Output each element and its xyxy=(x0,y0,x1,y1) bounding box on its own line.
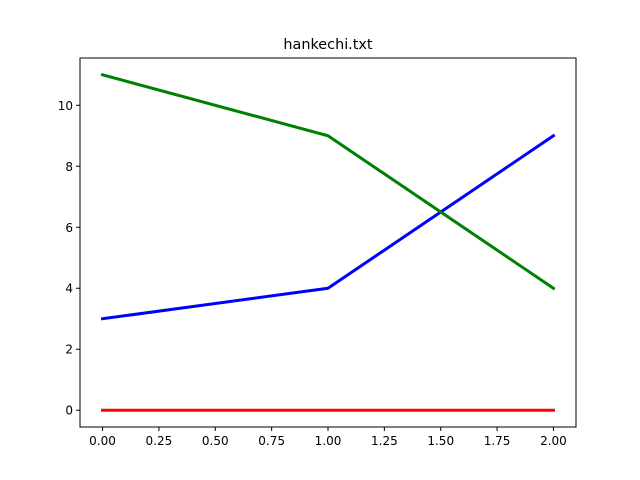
x-tick-label: 1.50 xyxy=(427,434,454,448)
chart-title: hankechi.txt xyxy=(283,37,372,53)
x-tick-label: 0.75 xyxy=(258,434,285,448)
x-tick-label: 2.00 xyxy=(540,434,567,448)
y-tick-label: 4 xyxy=(65,282,73,296)
y-tick-label: 0 xyxy=(65,404,73,418)
x-tick-label: 0.25 xyxy=(146,434,173,448)
series-line-2 xyxy=(100,133,556,321)
y-tick-label: 6 xyxy=(65,221,73,235)
x-axis: 0.00 0.25 0.50 0.75 1.00 1.25 1.50 1.75 2.00 xyxy=(89,427,567,448)
x-tick-label: 0.50 xyxy=(202,434,229,448)
series-layer xyxy=(100,72,556,412)
series-line-3 xyxy=(100,72,556,291)
y-tick-label: 2 xyxy=(65,343,73,357)
y-tick-label: 8 xyxy=(65,160,73,174)
y-tick-label: 10 xyxy=(58,99,73,113)
x-tick-label: 1.00 xyxy=(315,434,342,448)
x-tick-label: 0.00 xyxy=(89,434,116,448)
x-tick-label: 1.75 xyxy=(484,434,511,448)
x-tick-label: 1.25 xyxy=(371,434,398,448)
y-axis: 0 2 4 6 8 10 xyxy=(58,99,80,418)
